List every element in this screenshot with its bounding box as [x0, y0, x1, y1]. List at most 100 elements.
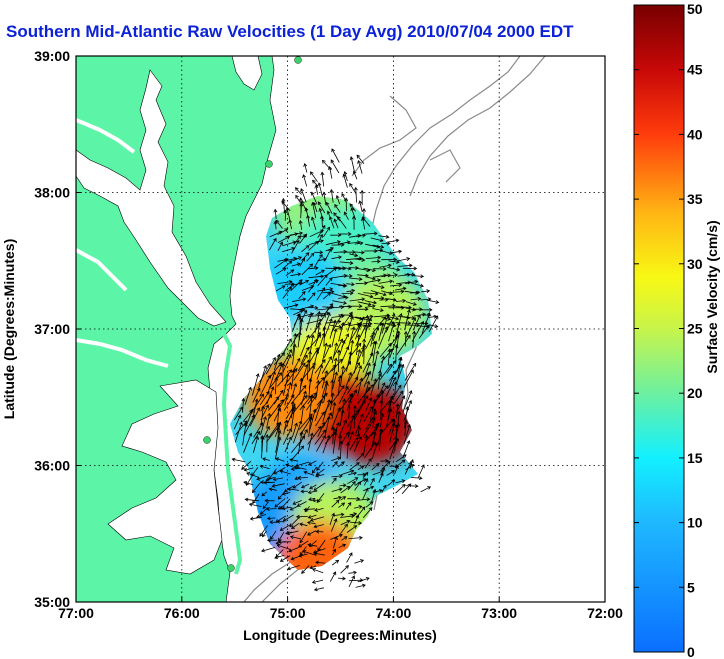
velocity-arrow: [341, 266, 351, 270]
velocity-arrow: [362, 381, 370, 405]
velocity-arrowhead: [391, 470, 395, 474]
velocity-arrowhead: [310, 171, 314, 176]
velocity-arrow: [321, 172, 325, 187]
velocity-arrow: [311, 466, 317, 474]
velocity-arrow: [341, 292, 353, 294]
velocity-arrow: [291, 263, 301, 267]
colorbar-tick-label: 5: [687, 579, 695, 595]
velocity-arrowhead: [360, 189, 365, 194]
velocity-arrow: [282, 247, 295, 253]
velocity-arrowhead: [288, 428, 292, 433]
velocity-arrow: [297, 477, 308, 479]
x-tick-label: 76:00: [164, 605, 200, 621]
velocity-arrow: [388, 260, 400, 263]
colorbar: [633, 4, 685, 653]
velocity-arrow: [315, 269, 325, 276]
velocity-arrow: [323, 326, 325, 347]
velocity-arrow: [387, 479, 395, 487]
velocity-arrowhead: [291, 368, 296, 373]
velocity-arrow: [378, 472, 384, 483]
velocity-arrowhead: [360, 465, 365, 470]
velocity-arrow: [290, 505, 299, 511]
velocity-arrowhead: [248, 502, 253, 507]
velocity-arrowhead: [277, 540, 282, 545]
velocity-arrow: [273, 352, 285, 366]
velocity-arrow: [362, 507, 373, 519]
velocity-arrow: [329, 306, 344, 309]
velocity-arrowhead: [379, 472, 384, 477]
velocity-arrowhead: [338, 255, 342, 260]
velocity-arrow: [329, 166, 333, 179]
velocity-arrowhead: [349, 203, 354, 208]
velocity-arrowhead: [366, 386, 371, 391]
velocity-arrowhead: [285, 373, 290, 378]
velocity-arrow: [349, 462, 360, 471]
velocity-arrow: [332, 461, 338, 468]
velocity-arrow: [308, 544, 318, 547]
velocity-arrow: [246, 472, 260, 478]
velocity-arrowhead: [325, 201, 330, 206]
velocity-arrow: [277, 281, 292, 284]
velocity-arrow: [322, 399, 330, 422]
velocity-arrowhead: [288, 260, 293, 265]
velocity-arrowhead: [270, 386, 275, 391]
velocity-arrowhead: [368, 317, 372, 322]
velocity-arrow: [380, 400, 382, 421]
velocity-arrow: [353, 436, 362, 452]
velocity-arrowhead: [279, 469, 284, 474]
velocity-arrow: [260, 416, 267, 436]
velocity-arrow: [387, 291, 404, 293]
velocity-arrowhead: [304, 429, 308, 433]
velocity-arrowhead: [277, 495, 282, 500]
velocity-arrowhead: [294, 476, 299, 480]
velocity-arrow: [429, 324, 438, 328]
velocity-arrowhead: [261, 548, 265, 553]
velocity-arrow: [346, 376, 359, 395]
velocity-arrowhead: [367, 302, 372, 307]
velocity-arrow: [337, 577, 346, 580]
velocity-arrow: [362, 472, 369, 479]
velocity-arrow: [331, 380, 333, 398]
velocity-arrow: [267, 517, 276, 519]
velocity-arrow: [317, 274, 328, 287]
velocity-arrow: [386, 408, 392, 427]
velocity-arrowhead: [403, 330, 408, 335]
velocity-arrowhead: [340, 365, 345, 370]
velocity-arrowhead: [295, 239, 300, 244]
velocity-arrow: [346, 442, 349, 459]
velocity-arrowhead: [375, 393, 380, 398]
velocity-arrow: [365, 257, 381, 259]
velocity-arrowhead: [397, 410, 401, 415]
velocity-arrowhead: [268, 487, 273, 492]
velocity-arrowhead: [351, 215, 356, 220]
velocity-arrow: [331, 477, 337, 484]
velocity-arrow: [393, 390, 404, 404]
velocity-arrowhead: [279, 558, 284, 562]
velocity-arrow: [362, 216, 371, 227]
velocity-arrow: [332, 300, 347, 304]
velocity-arrowhead: [322, 429, 326, 434]
velocity-arrow: [355, 324, 361, 340]
velocity-arrowhead: [380, 389, 385, 394]
velocity-arrow: [331, 343, 338, 364]
velocity-arrowhead: [385, 458, 389, 463]
velocity-arrowhead: [263, 416, 267, 421]
velocity-arrowhead: [302, 174, 306, 179]
velocity-arrowhead: [389, 251, 394, 255]
velocity-arrow: [355, 584, 366, 588]
velocity-arrowhead: [357, 348, 362, 353]
velocity-arrow: [297, 332, 301, 348]
velocity-arrowhead: [434, 324, 439, 329]
colorbar-tick-label: 35: [687, 191, 703, 207]
velocity-arrow: [395, 306, 412, 308]
velocity-arrowhead: [380, 244, 385, 249]
velocity-arrow: [242, 410, 253, 422]
velocity-arrow: [354, 414, 364, 436]
velocity-arrow: [331, 475, 343, 478]
velocity-arrowhead: [416, 323, 420, 328]
velocity-arrowhead: [317, 425, 322, 430]
velocity-arrowhead: [372, 488, 377, 493]
velocity-arrowhead: [428, 307, 433, 312]
river: [76, 118, 136, 154]
velocity-arrowhead: [399, 390, 404, 395]
